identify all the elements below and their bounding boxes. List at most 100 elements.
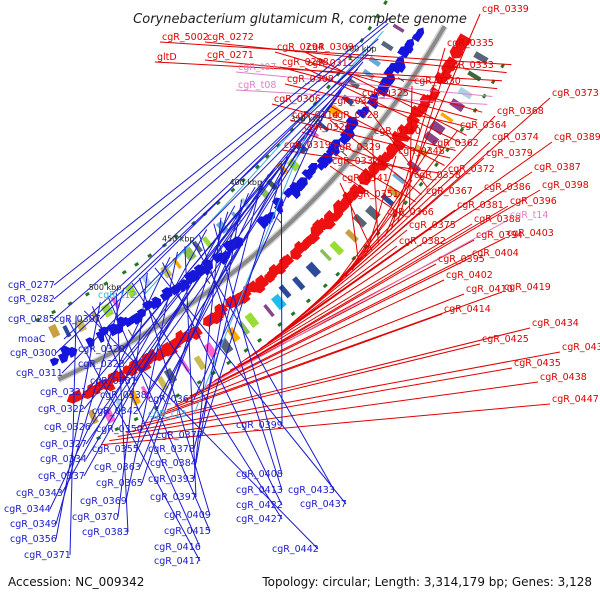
gene-label: cgR_0374	[492, 132, 539, 143]
gene-label: cgR_0332	[332, 156, 379, 167]
gene-label: cgR_0325	[362, 88, 409, 99]
gene-label: cgR_0327	[40, 439, 87, 450]
backbone-ring	[57, 25, 447, 382]
forward-gene-arrow	[357, 172, 372, 186]
gene-label: cgR_0307	[54, 314, 101, 325]
label-leader-line	[131, 282, 283, 520]
forward-gene-arrow	[264, 271, 276, 283]
reverse-gene-arrow	[151, 296, 162, 309]
gene-label: cgR_0372	[448, 164, 495, 175]
gene-label: cgR_0361	[148, 394, 195, 405]
cog-category-block	[160, 264, 173, 279]
cog-category-block	[292, 276, 306, 291]
gene-label: cgR_0371	[24, 550, 71, 561]
forward-gene-arrow	[81, 387, 95, 399]
reverse-gene-arrow	[316, 163, 324, 171]
gene-label: cgR_0396	[510, 196, 557, 207]
cog-category-block	[473, 51, 489, 64]
label-leader-line	[141, 211, 229, 484]
gene-label: cgR_0330	[414, 76, 461, 87]
feature-tick	[134, 262, 140, 267]
cog-category-block	[344, 229, 359, 243]
forward-gene-arrow	[66, 392, 80, 404]
label-leader-line	[85, 167, 276, 445]
reverse-gene-arrow	[57, 352, 69, 364]
gene-label: cgR_0271	[207, 50, 254, 61]
cog-category-block	[100, 303, 115, 318]
feature-tick	[230, 187, 236, 193]
gene-label: cgR_0298	[282, 57, 329, 68]
cog-category-block	[193, 355, 207, 371]
gene-label: cgR_0362	[432, 138, 479, 149]
label-leader-line	[317, 115, 496, 302]
label-leader-lines	[49, 13, 561, 562]
gene-label: cgR_0373	[552, 88, 599, 99]
label-leader-line	[166, 293, 465, 411]
feature-tick	[226, 360, 232, 366]
label-leader-line	[267, 245, 398, 344]
label-leader-line	[195, 199, 243, 464]
reverse-gene-arrow	[316, 156, 329, 169]
gene-label: cgR_0419	[504, 282, 551, 293]
cog-category-block	[270, 293, 287, 311]
reverse-gene-arrow	[59, 345, 71, 358]
feature-tick	[418, 181, 424, 187]
gene-label: cgR_0322	[38, 404, 85, 415]
gene-label: cgR_0311	[16, 368, 63, 379]
feature-tick	[133, 416, 139, 422]
scale-label: 300 kbp	[344, 45, 377, 54]
reverse-gene-arrow	[301, 169, 313, 181]
gene-label: cgR_0408	[236, 469, 283, 480]
scale-label: 450 kbp	[162, 234, 195, 243]
gene-label: cgR_0358	[414, 170, 461, 181]
label-leader-line	[214, 205, 509, 382]
cog-category-block	[156, 375, 169, 391]
gene-label: cgR_0309	[307, 42, 354, 53]
cog-category-block	[244, 312, 260, 329]
gene-label: cgR_0388	[474, 214, 521, 225]
gene-label: cgR_0338	[100, 390, 147, 401]
reverse-gene-arrow	[230, 236, 244, 250]
gene-label: cgR_0294	[277, 42, 324, 53]
label-leader-line	[384, 13, 481, 237]
cog-category-block	[182, 246, 197, 262]
gene-label: cgR_0343	[16, 488, 63, 499]
cog-category-block	[140, 385, 151, 400]
cog-category-block	[467, 70, 482, 82]
label-leader-line	[69, 315, 77, 556]
gene-label: cgR_0329	[334, 142, 381, 153]
gene-label: cgR_0366	[387, 207, 434, 218]
feature-tick	[84, 291, 90, 297]
label-leader-line	[204, 41, 507, 74]
feature-tick	[322, 283, 328, 289]
gene-label: cgR_0397	[150, 492, 197, 503]
label-leader-line	[329, 119, 422, 196]
gene-label: cgR_0320	[78, 344, 125, 355]
label-leader-line	[296, 141, 491, 321]
gene-label: cgR_0375	[409, 220, 456, 231]
gene-label: cgR_0335	[447, 38, 494, 49]
gene-label: cgR_0389	[554, 132, 600, 143]
gene-label: cgR_0414	[444, 304, 491, 315]
feature-tick	[459, 127, 465, 133]
feature-tick	[196, 379, 202, 385]
feature-tick	[257, 337, 263, 343]
feature-tick	[35, 317, 41, 322]
feature-tick	[215, 200, 221, 206]
gene-label: cgR_0379	[486, 148, 533, 159]
label-leader-line	[174, 279, 445, 406]
feature-tick	[383, 0, 388, 6]
gene-label: cgR_0323	[78, 359, 125, 370]
label-leader-line	[85, 186, 256, 460]
cog-category-block	[87, 409, 99, 425]
label-leader-line	[142, 327, 531, 425]
gene-label: cgR_0394	[476, 230, 523, 241]
cog-category-block	[392, 23, 405, 33]
label-leader-line	[154, 61, 503, 82]
label-leader-line	[274, 209, 456, 338]
label-leader-line	[55, 301, 101, 540]
gene-label: cgR_0435	[514, 358, 561, 369]
cog-category-block	[317, 121, 330, 132]
